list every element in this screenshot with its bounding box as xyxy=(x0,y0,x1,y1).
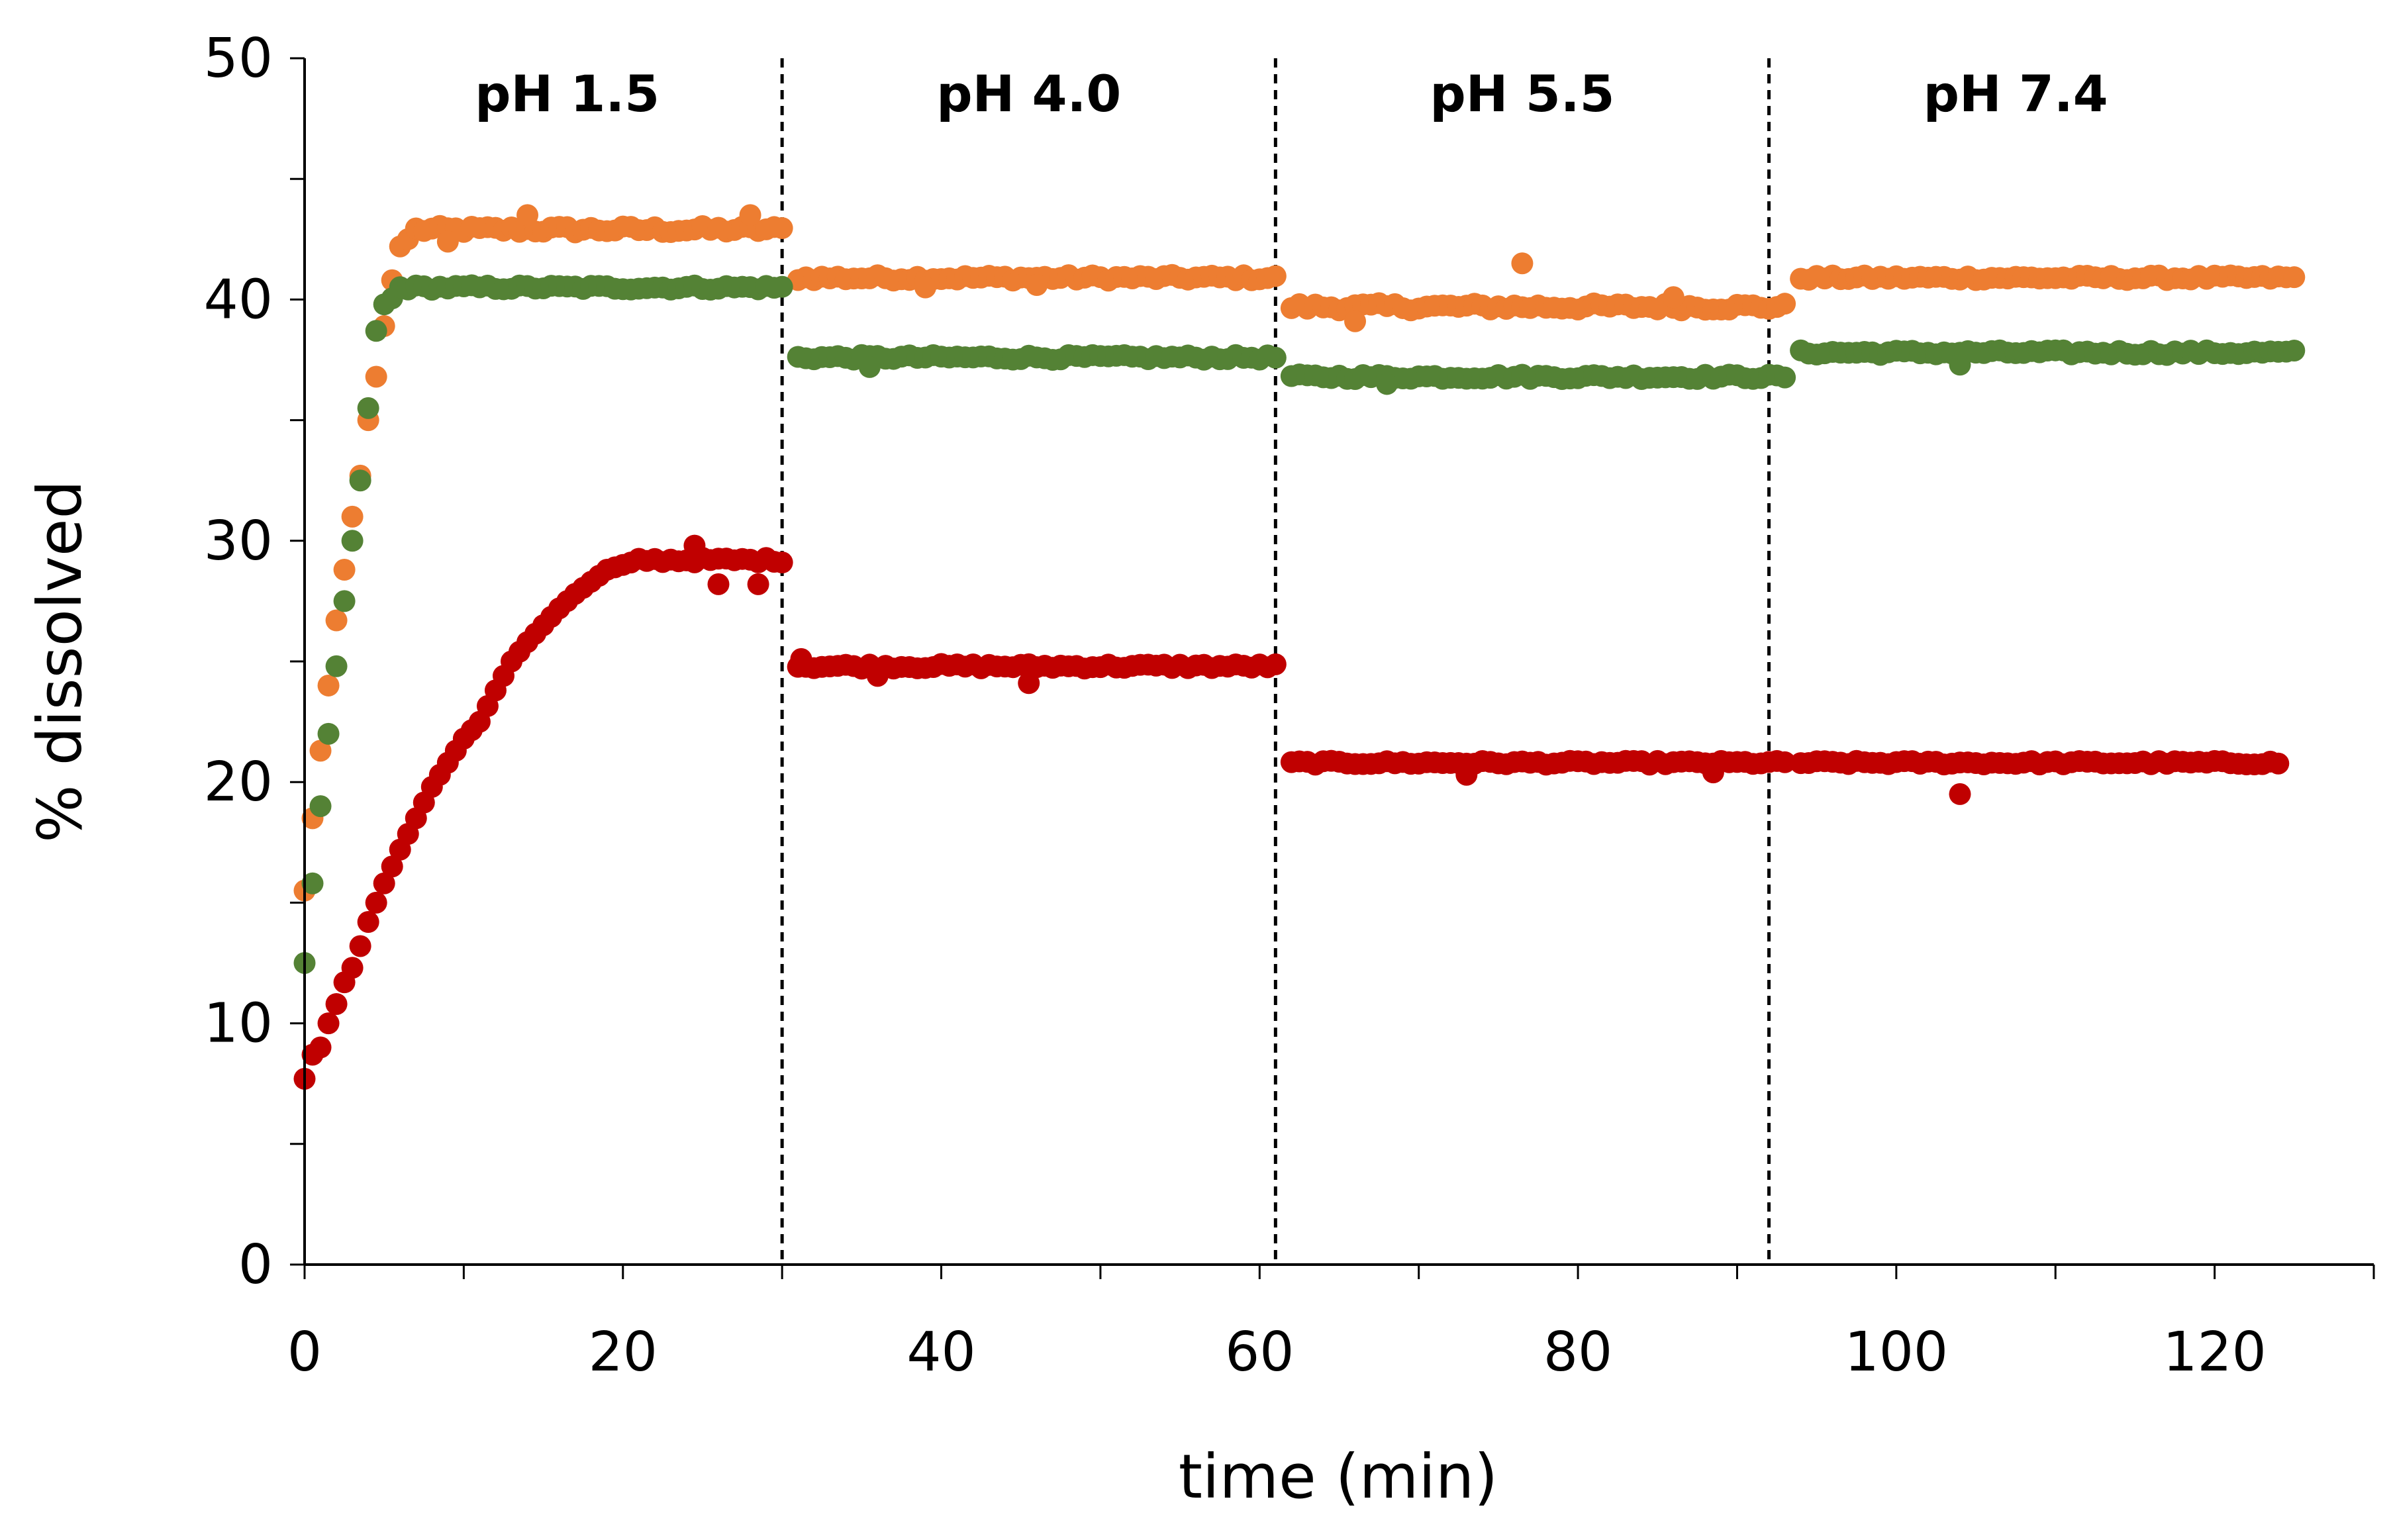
data-point xyxy=(2267,752,2290,775)
phase-label: pH 1.5 xyxy=(475,64,659,123)
phase-boundaries xyxy=(780,58,1771,1265)
data-point xyxy=(1264,265,1287,287)
y-tick-label: 50 xyxy=(204,27,273,90)
data-point xyxy=(325,655,348,677)
data-point xyxy=(317,1012,340,1035)
data-point xyxy=(1344,310,1367,332)
data-point xyxy=(309,740,332,762)
series-red xyxy=(293,534,2290,1090)
x-tick-label: 20 xyxy=(589,1321,658,1384)
data-point xyxy=(365,365,387,388)
data-point xyxy=(357,911,379,934)
data-point xyxy=(1026,274,1048,297)
data-point xyxy=(1774,751,1796,773)
data-point xyxy=(747,573,769,595)
x-tick-label: 80 xyxy=(1543,1321,1612,1384)
data-point xyxy=(2283,339,2306,361)
y-tick-label: 10 xyxy=(204,992,273,1055)
data-point xyxy=(436,230,459,253)
data-point xyxy=(858,356,881,378)
data-point xyxy=(1702,761,1724,784)
data-point xyxy=(707,573,730,595)
y-axis-ticks: 0 10 20 30 40 50 xyxy=(204,27,305,1296)
data-point xyxy=(1949,783,1971,805)
data-point xyxy=(349,469,371,492)
x-axis-title: time (min) xyxy=(1179,1441,1498,1512)
data-point xyxy=(1949,354,1971,376)
data-point xyxy=(771,275,793,298)
data-point xyxy=(683,534,706,557)
data-point xyxy=(1376,373,1398,395)
data-point xyxy=(1455,763,1478,786)
x-tick-label: 60 xyxy=(1225,1321,1294,1384)
data-point xyxy=(317,722,340,745)
data-point xyxy=(341,530,364,552)
data-point xyxy=(349,935,371,957)
y-tick-label: 40 xyxy=(204,268,273,331)
data-point xyxy=(1774,366,1796,389)
data-point xyxy=(1511,252,1534,275)
series-green xyxy=(293,274,2306,974)
data-point xyxy=(333,559,356,581)
data-point xyxy=(1264,653,1287,675)
data-point xyxy=(365,891,387,914)
y-tick-label: 30 xyxy=(204,510,273,573)
data-point xyxy=(317,674,340,697)
x-tick-label: 0 xyxy=(287,1321,322,1384)
data-point xyxy=(516,204,539,226)
data-point xyxy=(341,957,364,979)
data-point xyxy=(1774,293,1796,315)
phase-label: pH 5.5 xyxy=(1430,64,1614,123)
data-point xyxy=(1662,286,1685,309)
x-tick-label: 100 xyxy=(1845,1321,1949,1384)
data-point xyxy=(771,217,793,240)
y-tick-label: 20 xyxy=(204,751,273,814)
y-tick-label: 0 xyxy=(238,1233,273,1296)
data-point xyxy=(739,204,761,226)
phase-label: pH 7.4 xyxy=(1924,64,2108,123)
data-point xyxy=(301,872,324,894)
data-point xyxy=(1018,672,1040,695)
data-series xyxy=(293,204,2306,1090)
series-orange xyxy=(293,204,2306,902)
data-point xyxy=(381,855,403,878)
y-axis-title: % dissolved xyxy=(24,480,95,843)
data-point xyxy=(1264,346,1287,369)
data-point xyxy=(866,665,889,687)
data-point xyxy=(357,397,379,419)
phase-labels: pH 1.5 pH 4.0 pH 5.5 pH 7.4 xyxy=(475,64,2108,123)
data-point xyxy=(365,320,387,342)
x-axis-ticks: 0 20 40 60 80 100 120 xyxy=(287,1265,2375,1384)
data-point xyxy=(309,795,332,818)
data-point xyxy=(373,872,395,894)
data-point xyxy=(309,1036,332,1059)
data-point xyxy=(914,276,936,299)
data-point xyxy=(790,648,812,670)
data-point xyxy=(333,590,356,612)
data-point xyxy=(771,552,793,574)
data-point xyxy=(325,992,348,1015)
x-tick-label: 40 xyxy=(906,1321,975,1384)
data-point xyxy=(341,505,364,528)
phase-label: pH 4.0 xyxy=(936,64,1121,123)
data-point xyxy=(2283,266,2306,289)
x-tick-label: 120 xyxy=(2163,1321,2267,1384)
data-point xyxy=(325,609,348,632)
